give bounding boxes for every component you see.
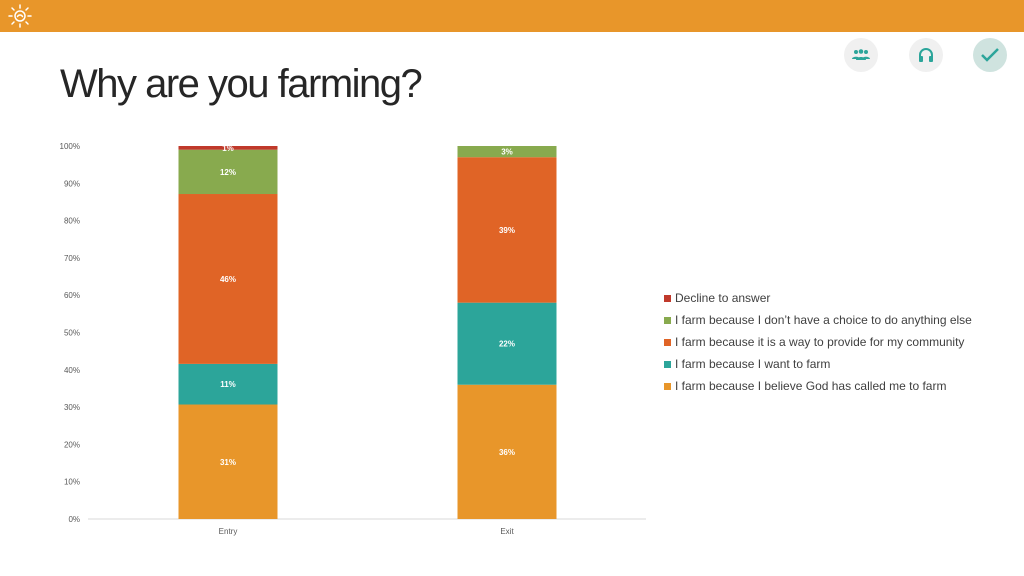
bar-segment [178,363,278,405]
y-tick-label: 50% [64,329,80,338]
complete-button[interactable] [973,38,1007,72]
bar-segment [178,149,278,195]
legend-item: I farm because I want to farm [664,353,972,375]
x-tick-label: Entry [219,527,238,536]
people-icon [852,49,870,60]
y-tick-label: 10% [64,478,80,487]
bar-segment [457,157,557,303]
bar-segment [457,302,557,385]
legend-item: I farm because I believe God has called … [664,375,972,397]
data-label: 22% [499,340,515,349]
checkmark-icon [981,48,999,62]
data-label: 11% [220,380,236,389]
legend-swatch [664,360,671,368]
bar-segment [178,194,278,364]
bar-segment [457,384,557,519]
chart-legend: Decline to answer I farm because I don’t … [664,287,972,397]
y-tick-label: 70% [64,254,80,263]
data-label: 1% [222,144,234,153]
legend-label: I farm because I want to farm [675,357,831,371]
sun-logo-icon [8,4,32,28]
legend-item: I farm because I don’t have a choice to … [664,309,972,331]
legend-swatch [664,338,671,346]
legend-swatch [664,316,671,324]
legend-item: I farm because it is a way to provide fo… [664,331,972,353]
top-bar [0,0,1024,32]
bar-segment [178,404,278,519]
legend-label: Decline to answer [675,291,771,305]
y-tick-label: 60% [64,291,80,300]
y-tick-label: 40% [64,366,80,375]
data-label: 46% [220,275,236,284]
data-label: 12% [220,168,236,177]
bar-segment [457,146,557,158]
y-tick-label: 80% [64,217,80,226]
data-label: 39% [499,226,515,235]
y-tick-label: 90% [64,179,80,188]
page-title: Why are you farming? [60,62,423,106]
legend-swatch [664,382,671,390]
y-tick-label: 30% [64,403,80,412]
legend-label: I farm because I don’t have a choice to … [675,313,972,327]
data-label: 36% [499,448,515,457]
bar-segment [178,146,278,150]
y-tick-label: 0% [68,515,80,524]
legend-item: Decline to answer [664,287,972,309]
legend-swatch [664,294,671,302]
headphones-icon [919,48,933,62]
x-tick-label: Exit [500,527,514,536]
legend-label: I farm because it is a way to provide fo… [675,335,965,349]
data-label: 3% [501,148,513,157]
data-label: 31% [220,458,236,467]
y-tick-label: 100% [60,142,80,151]
legend-label: I farm because I believe God has called … [675,379,947,393]
people-button[interactable] [844,38,878,72]
y-tick-label: 20% [64,440,80,449]
audio-button[interactable] [909,38,943,72]
